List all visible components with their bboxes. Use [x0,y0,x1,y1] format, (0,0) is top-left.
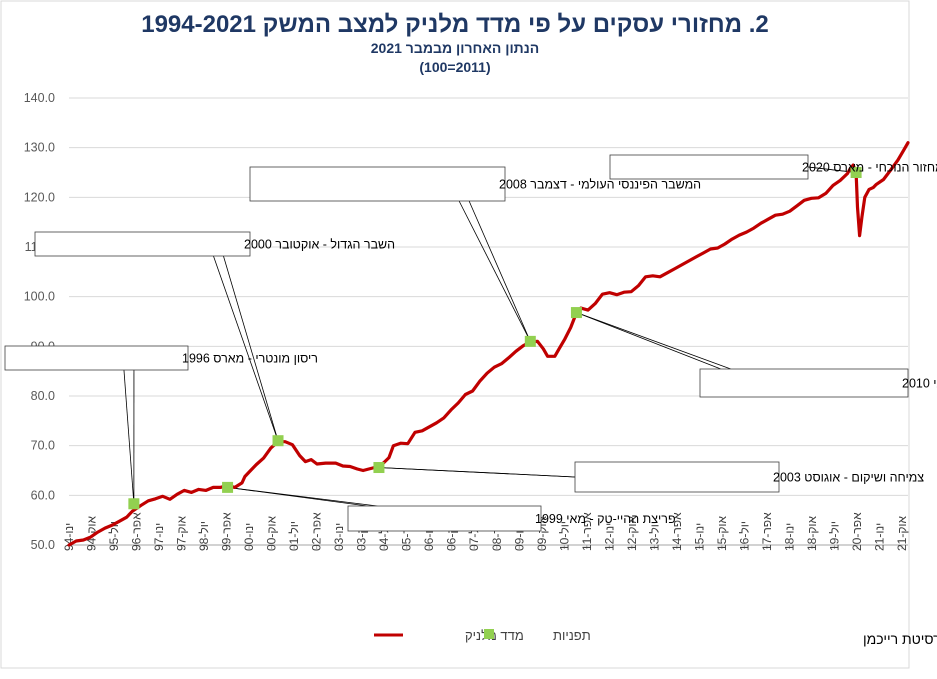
annotation-label: פריצת ההיי-טק - מאי 1999 [535,512,676,526]
annotation-label: ריסון מונטרי - מארס 1996 [182,352,318,366]
annotations: ריסון מונטרי - מארס 1996 השבר הגדול - אוק… [4,154,937,532]
legend-label-turning-points: תפניות [553,628,591,643]
y-tick-label: 70.0 [31,439,55,453]
y-tick-label: 130.0 [24,141,55,155]
chart-base-note: (100=2011) [419,59,490,75]
x-tick-label: אפר-99 [220,512,234,551]
legend-label-index: מדד מלניק [465,628,524,643]
turning-point-marker [570,307,582,319]
annotation-leader [576,312,731,370]
annotation-leader [223,255,279,441]
annotation-leader [458,200,531,342]
x-tick-label: אפר-20 [850,512,864,551]
annotation-leader [213,255,279,441]
turning-point-markers [128,167,862,510]
annotation-label: המחזור הנוכחי - מארס 2020 [802,161,937,175]
x-tick-label: יול-19 [827,521,841,551]
annotation-box [249,166,506,202]
turning-point-marker [272,435,284,447]
annotation-label: צמיחה ושיקום - אוגוסט 2003 [773,471,924,485]
y-tick-label: 60.0 [31,488,55,502]
x-tick-label: ינו-21 [872,523,886,551]
x-tick-label: אפר-14 [670,512,684,551]
y-tick-label: 50.0 [31,538,55,552]
annotation-leader [576,312,721,370]
legend-marker-swatch [484,629,494,639]
turning-point-marker [524,335,536,347]
annotation-box [574,461,780,493]
x-tick-label: אוק-15 [715,515,729,551]
x-tick-label: אוק-94 [85,515,99,551]
x-tick-label: אפר-02 [310,512,324,551]
x-tick-label: יול-10 [557,521,571,551]
x-tick-label: ינו-12 [602,523,616,551]
y-tick-label: 100.0 [24,290,55,304]
x-tick-label: יול-13 [647,521,661,551]
annotation-label: המשבר הפיננסי העולמי - דצמבר 2008 [499,178,701,192]
x-tick-label: יול-16 [737,521,751,551]
x-tick-label: יול-01 [287,521,301,551]
x-tick-label: ינו-03 [332,523,346,551]
chart-credit: פרופ' רפי מלניק, אוניברסיטת רייכמן [863,631,937,647]
x-tick-label: אפר-17 [760,512,774,551]
x-tick-label: ינו-15 [692,523,706,551]
y-tick-label: 80.0 [31,389,55,403]
turning-point-marker [222,481,234,493]
annotation-box [699,368,909,398]
x-tick-label: ינו-18 [782,523,796,551]
legend: מדד מלניק תפניות [374,628,591,643]
x-tick-label: אפר-96 [130,512,144,551]
annotation-box [609,154,809,180]
annotation-leader [378,467,576,478]
annotation-box [4,345,189,371]
chart-subtitle: הנתון האחרון מבמבר 2021 [371,40,539,56]
annotation-label: השבר הגדול - אוקטובר 2000 [244,238,395,252]
turning-point-marker [373,462,385,474]
annotation-leaders [123,166,857,507]
chart-title: 2. מחזורי עסקים על פי מדד מלניק למצב המש… [141,11,769,38]
x-tick-label: אפר-11 [580,512,594,551]
series-layer [67,141,910,547]
x-tick-label: ינו-94 [62,523,76,551]
x-tick-label: ינו-00 [242,523,256,551]
y-tick-label: 120.0 [24,190,55,204]
x-tick-label: אוק-00 [265,515,279,551]
x-tick-label: אוק-12 [625,515,639,551]
annotation-label: גידול תוצר ממושך - יוני 2010 [902,377,937,391]
chart-frame [0,0,910,669]
annotation-box [34,231,251,257]
x-tick-label: אוק-18 [805,515,819,551]
x-tick-label: אוק-97 [175,515,189,551]
turning-point-marker [850,167,862,178]
grid [69,97,908,546]
annotation-leader [468,200,531,342]
annotation-box [347,505,542,532]
x-tick-label: אוק-21 [895,515,909,551]
y-tick-label: 140.0 [24,91,55,105]
annotation-leader [123,369,135,504]
x-tick-label: ינו-97 [152,523,166,551]
x-tick-label: יול-95 [107,521,121,551]
x-tick-label: יול-98 [197,521,211,551]
turning-point-marker [128,498,140,510]
annotation-leader [227,486,378,507]
series-line [67,141,910,547]
